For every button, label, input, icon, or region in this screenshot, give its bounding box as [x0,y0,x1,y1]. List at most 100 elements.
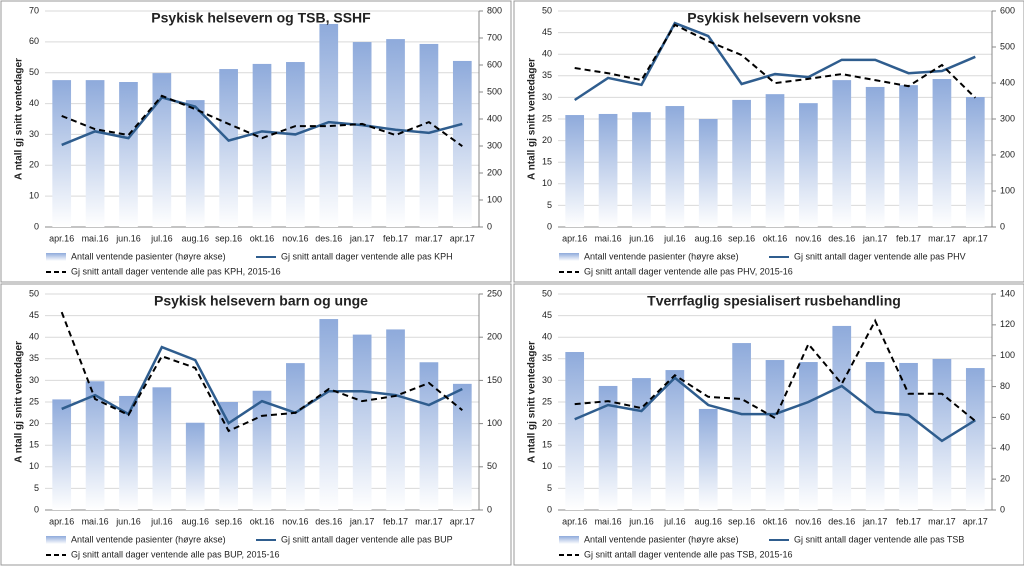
bar [632,112,651,227]
y2-tick-label: 200 [487,332,502,342]
x-tick-label: apr.17 [450,516,475,526]
x-tick-label: jan.17 [862,516,888,526]
bar [252,390,272,510]
y2-tick-label: 100 [1000,350,1015,360]
bar [865,86,885,228]
y-tick-label: 20 [542,135,552,145]
legend-label: Gj snitt antall dager ventende alle pas … [71,549,279,559]
x-tick-label: sep.16 [215,516,242,526]
y2-tick-label: 80 [1000,381,1010,391]
y-tick-label: 35 [29,353,39,363]
y2-tick-label: 600 [1000,5,1015,15]
bar [865,362,885,510]
y2-tick-label: 140 [1000,288,1015,298]
x-tick-label: jan.17 [862,233,888,243]
y-tick-label: 35 [542,353,552,363]
x-tick-label: jan.17 [349,233,375,243]
x-tick-label: sep.16 [728,516,755,526]
x-tick-label: okt.16 [763,233,788,243]
y-tick-label: 25 [542,396,552,406]
x-tick-label: jan.17 [349,516,375,526]
x-tick-label: mai.16 [595,233,622,243]
bar [899,85,918,227]
y2-tick-label: 100 [487,418,502,428]
y2-tick-label: 40 [1000,443,1010,453]
x-tick-label: jul.16 [663,516,686,526]
y2-tick-label: 20 [1000,474,1010,484]
y-tick-label: 40 [29,98,39,108]
bar [152,73,172,227]
x-tick-label: jul.16 [150,516,173,526]
y-tick-label: 10 [542,178,552,188]
y-tick-label: 30 [29,129,39,139]
legend-label: Gj snitt antall dager ventende alle pas … [584,266,793,276]
y2-tick-label: 600 [487,59,502,69]
x-tick-label: mar.17 [928,516,956,526]
bar [732,343,751,510]
bar [565,352,585,510]
x-tick-label: des.16 [315,233,342,243]
y2-tick-label: 400 [487,113,502,123]
y-tick-label: 60 [29,36,39,46]
chart-panel: 0 5 10 15 20 25 30 35 40 45 50 0 20 40 60 80 100 120 140 A … [513,283,1024,566]
y-tick-label: 20 [29,160,39,170]
legend-label: Gj snitt antall dager ventende alle pas … [584,549,792,559]
y2-tick-label: 50 [487,461,497,471]
x-tick-label: mar.17 [928,233,956,243]
line-series [574,318,976,422]
x-tick-label: sep.16 [215,233,242,243]
bar [765,94,785,227]
x-tick-label: jun.16 [115,516,141,526]
y2-tick-label: 800 [487,5,502,15]
y-tick-label: 0 [34,504,39,514]
chart-title: Tverrfaglig spesialisert rusbehandling [647,293,901,309]
y-tick-label: 10 [542,461,552,471]
x-tick-label: des.16 [828,516,855,526]
bar [965,97,985,227]
bar [85,381,105,510]
y-tick-label: 20 [29,418,39,428]
bar [185,422,205,510]
x-tick-label: apr.16 [49,233,74,243]
legend-label: Gj snitt antall dager ventende alle pas … [71,266,281,276]
x-tick-label: nov.16 [795,516,821,526]
y-axis-label: A ntall gj snitt ventedager [527,58,538,180]
y-tick-label: 0 [547,221,552,231]
x-tick-label: okt.16 [763,516,788,526]
bar [386,39,405,227]
y-tick-label: 15 [542,157,552,167]
bar [386,329,405,510]
x-tick-label: jul.16 [663,233,686,243]
y2-tick-label: 700 [487,32,502,42]
bar [52,399,72,510]
bar [765,360,785,510]
bar [899,362,918,510]
bar [832,325,852,510]
x-tick-label: okt.16 [250,516,275,526]
bar [732,99,751,227]
legend-label: Gj snitt antall dager ventende alle pas … [281,534,453,544]
bar [352,42,372,227]
y-tick-label: 35 [542,70,552,80]
x-tick-label: mai.16 [595,516,622,526]
y2-tick-label: 300 [1000,113,1015,123]
bar [965,368,985,510]
bar [185,100,205,227]
bar [452,383,472,510]
y2-tick-label: 300 [487,140,502,150]
y-tick-label: 15 [29,440,39,450]
x-tick-label: des.16 [828,233,855,243]
y-tick-label: 10 [29,461,39,471]
line-series [574,376,976,443]
y-tick-label: 30 [29,375,39,385]
chart-title: Psykisk helsevern voksne [687,10,861,26]
bar [452,60,472,228]
y-tick-label: 45 [29,310,39,320]
y2-tick-label: 200 [1000,149,1015,159]
y-tick-label: 40 [542,49,552,59]
bar [799,362,818,510]
y-tick-label: 45 [542,310,552,320]
y-axis-label: A ntall gj snitt ventedager [14,341,25,463]
x-tick-label: aug.16 [694,233,722,243]
